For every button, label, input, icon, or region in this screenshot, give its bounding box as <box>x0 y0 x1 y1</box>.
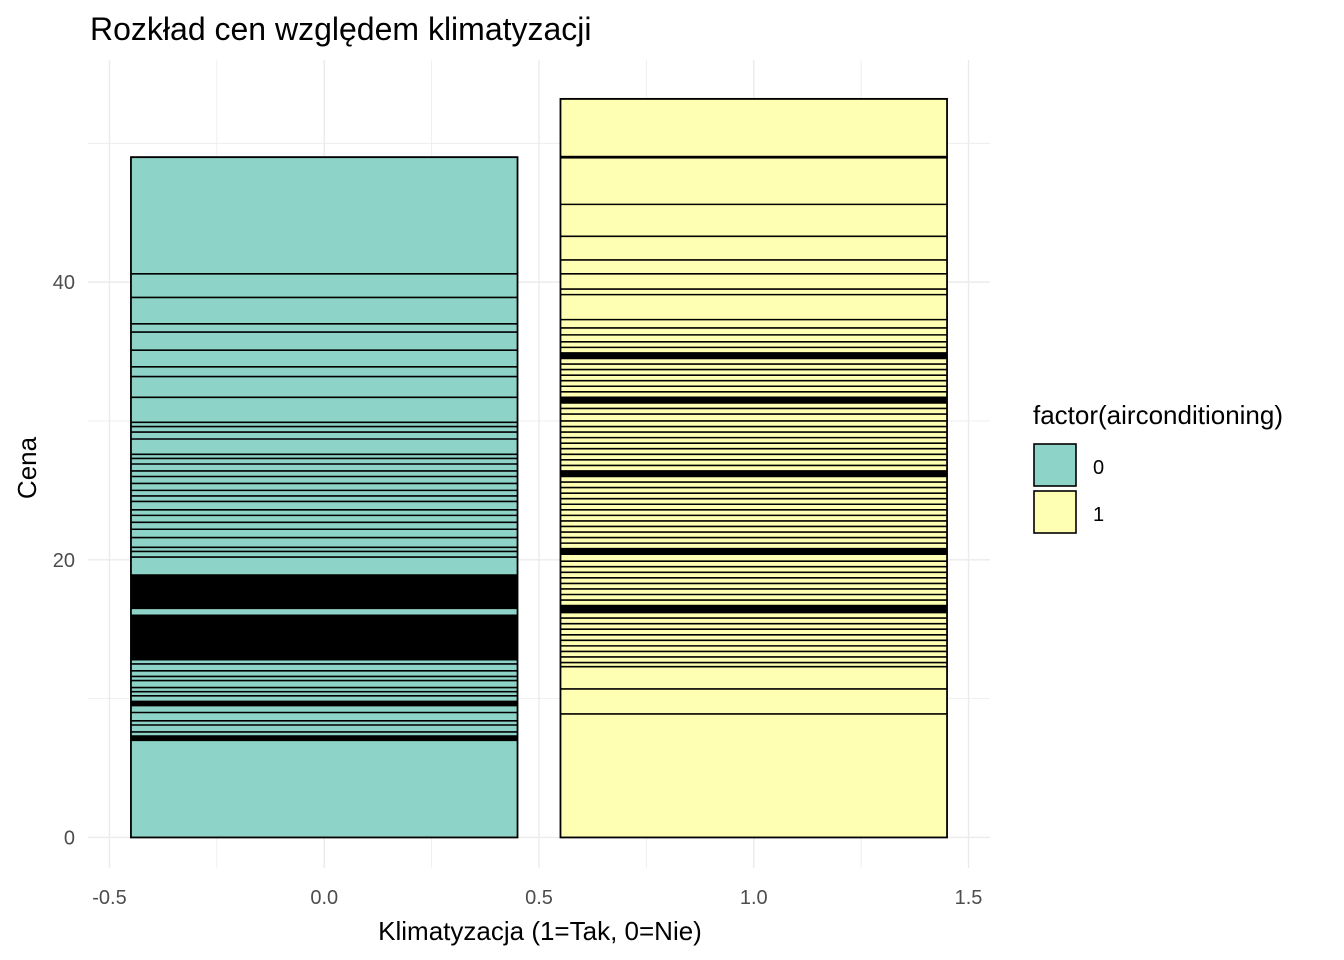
y-tick-label: 40 <box>53 272 75 294</box>
bar-1-dense-band <box>560 397 948 403</box>
x-tick-label: -0.5 <box>92 887 126 909</box>
legend-label-0: 0 <box>1093 457 1104 479</box>
bar-0-dense-band <box>130 701 518 706</box>
x-axis-title: Klimatyzacja (1=Tak, 0=Nie) <box>378 916 702 946</box>
x-tick-label: 1.0 <box>740 887 768 909</box>
chart-title: Rozkład cen względem klimatyzacji <box>90 11 592 47</box>
bars-layer <box>130 97 948 839</box>
legend-swatch-0 <box>1033 443 1077 487</box>
x-tick-label: 0.0 <box>310 887 338 909</box>
x-tick-label: 1.5 <box>955 887 983 909</box>
bar-0-outline <box>130 156 519 839</box>
tick-labels: -0.5 0.0 0.5 1.0 1.5 0 20 40 <box>53 272 983 909</box>
legend: factor(airconditioning) 0 1 <box>1033 400 1283 534</box>
bar-1-dense-band <box>560 605 948 613</box>
x-tick-label: 0.5 <box>525 887 553 909</box>
legend-title: factor(airconditioning) <box>1033 400 1283 430</box>
bar-1 <box>560 98 948 838</box>
legend-label-1: 1 <box>1093 504 1104 526</box>
y-axis-title: Cena <box>12 436 42 499</box>
bar-1-outline <box>559 97 948 839</box>
bar-0-dense-band <box>130 615 518 660</box>
bar-1-dense-band <box>560 548 948 555</box>
y-tick-label: 20 <box>53 550 75 572</box>
bar-1-dense-band <box>560 470 948 477</box>
bar-0-dense-band <box>130 575 518 609</box>
bar-0-dense-band <box>130 736 518 741</box>
bar-1-dense-band <box>560 352 948 359</box>
y-tick-label: 0 <box>64 827 75 849</box>
legend-swatch-1 <box>1033 490 1077 534</box>
bar-0 <box>130 157 518 838</box>
